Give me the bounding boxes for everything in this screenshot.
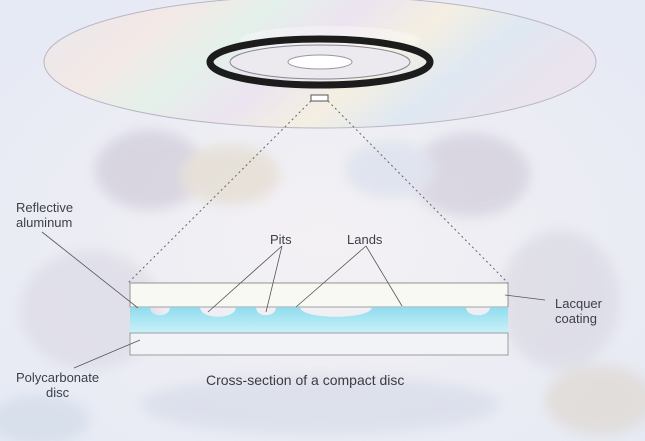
disc-base (129, 332, 509, 356)
lacquer-label-line1: Lacquer (555, 296, 602, 311)
leader-lines (41, 231, 546, 369)
lands-label: Lands (347, 232, 383, 247)
polycarbonate-disc-label: Polycarbonate disc (16, 370, 99, 400)
lacquer-coating-label: Lacquer coating (555, 296, 602, 326)
reflective-label-line1: Reflective (16, 200, 74, 215)
lacquer-label-line2: coating (555, 311, 597, 326)
light-refraction-texture-icon (0, 130, 645, 441)
polycarbonate-label-line1: Polycarbonate (16, 370, 100, 385)
cross-section (129, 282, 509, 356)
reflective-label-line2: aluminum (16, 215, 73, 230)
magnification-lines (127, 100, 509, 284)
magnified-area-marker (310, 94, 329, 102)
reflective-aluminum-label: Reflective aluminum (16, 200, 73, 230)
pits-label: Pits (270, 232, 292, 247)
diagram-caption: Cross-section of a compact disc (206, 372, 405, 388)
polycarbonate-label-line2: disc (46, 385, 70, 400)
polycarbonate-layer (130, 307, 508, 333)
compact-disc-icon (43, 0, 597, 129)
